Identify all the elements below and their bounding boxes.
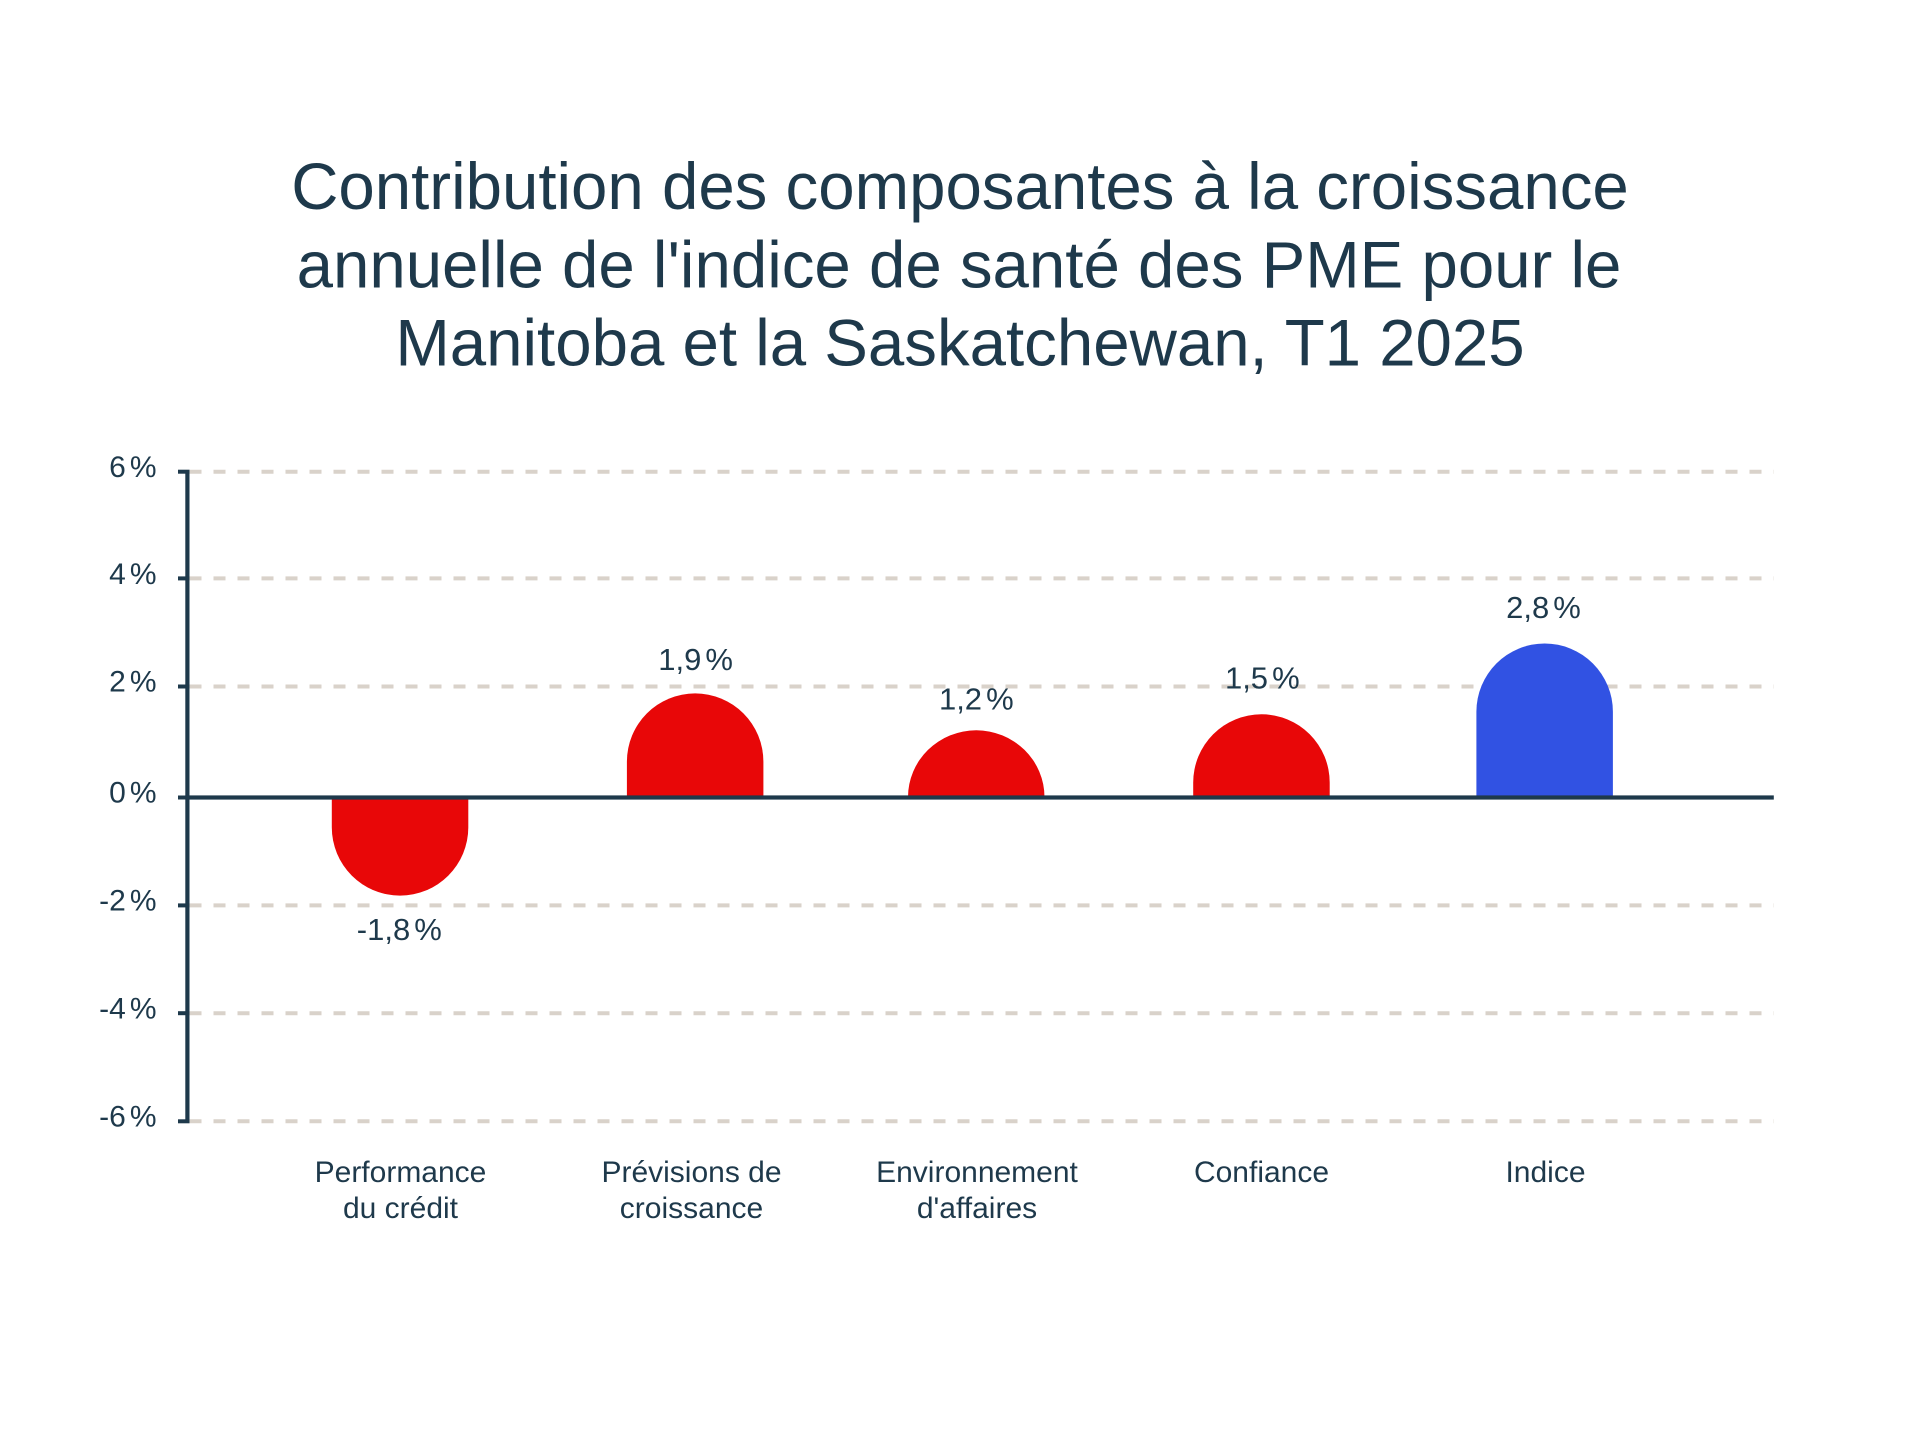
- svg-text:2,8%: 2,8%: [1506, 590, 1581, 625]
- svg-text:Indice: Indice: [1505, 1156, 1585, 1189]
- svg-text:4%: 4%: [109, 558, 156, 591]
- svg-text:-1,8%: -1,8%: [357, 912, 442, 947]
- svg-text:1,5%: 1,5%: [1225, 661, 1300, 696]
- svg-text:0%: 0%: [109, 776, 156, 809]
- svg-text:Prévisions de: Prévisions de: [601, 1156, 781, 1189]
- svg-text:1,2%: 1,2%: [939, 682, 1014, 717]
- svg-text:croissance: croissance: [620, 1192, 763, 1225]
- svg-text:1,9%: 1,9%: [658, 642, 733, 677]
- svg-text:2%: 2%: [109, 666, 156, 699]
- svg-text:Performance: Performance: [315, 1156, 487, 1189]
- svg-text:Manitoba et la Saskatchewan, T: Manitoba et la Saskatchewan, T1 2025: [395, 306, 1524, 379]
- svg-text:du crédit: du crédit: [343, 1192, 459, 1225]
- svg-text:d'affaires: d'affaires: [917, 1192, 1037, 1225]
- svg-text:Environnement: Environnement: [876, 1156, 1078, 1189]
- svg-text:annuelle de l'indice de santé: annuelle de l'indice de santé des PME po…: [297, 229, 1622, 302]
- svg-text:Confiance: Confiance: [1194, 1156, 1329, 1189]
- svg-text:Contribution des composantes à: Contribution des composantes à la croiss…: [291, 150, 1629, 223]
- svg-text:6%: 6%: [109, 451, 156, 484]
